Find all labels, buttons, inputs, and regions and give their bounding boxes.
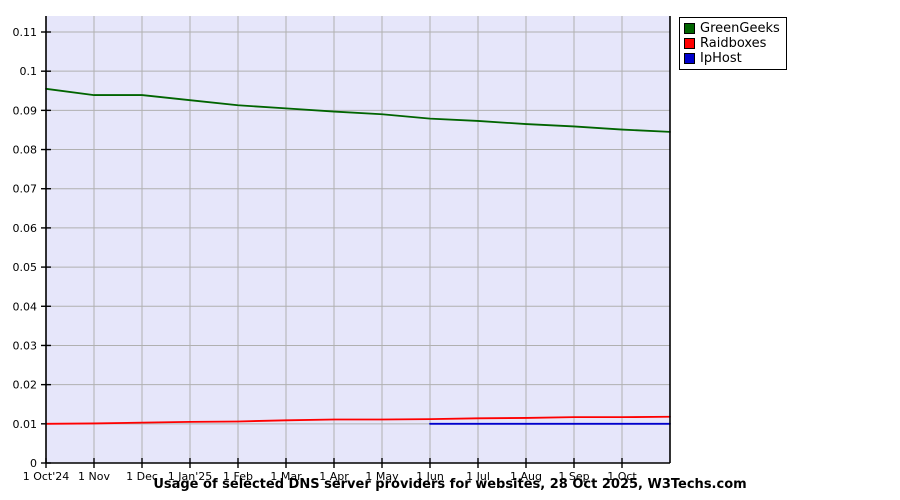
y-tick-label: 0.07: [13, 183, 38, 196]
x-tick-label: 1 Oct'24: [23, 470, 70, 483]
x-tick-label: 1 Jun: [416, 470, 444, 483]
plot-background: [46, 16, 670, 463]
legend-item-raidboxes: Raidboxes: [684, 36, 780, 51]
x-tick-label: 1 Apr: [319, 470, 349, 483]
y-tick-label: 0.01: [13, 418, 38, 431]
x-tick-label: 1 Aug: [510, 470, 542, 483]
legend-swatch-greengeeks: [684, 23, 695, 34]
x-axis-ticks: 1 Oct'24 1 Nov 1 Dec 1 Jan'25 1 Feb 1 Mar 1 Ap…: [23, 458, 637, 483]
y-gridlines: [46, 31, 670, 425]
legend-item-greengeeks: GreenGeeks: [684, 21, 780, 36]
data-series-layer: [45, 87, 671, 425]
x-tick-label: 1 Jan'25: [168, 470, 212, 483]
legend-label-raidboxes: Raidboxes: [700, 36, 767, 51]
legend-label-greengeeks: GreenGeeks: [700, 21, 780, 36]
y-tick-label: 0.03: [13, 339, 38, 352]
chart-legend: GreenGeeks Raidboxes IpHost: [679, 17, 787, 70]
legend-swatch-iphost: [684, 53, 695, 64]
y-tick-label: 0.1: [20, 65, 38, 78]
y-tick-label: 0: [30, 457, 37, 470]
chart-caption: Usage of selected DNS server providers f…: [153, 477, 747, 492]
y-tick-label: 0.05: [13, 261, 38, 274]
x-tick-label: 1 Nov: [78, 470, 110, 483]
x-tick-label: 1 Sep: [558, 470, 589, 483]
legend-item-iphost: IpHost: [684, 51, 780, 66]
y-tick-label: 0.04: [13, 300, 38, 313]
x-tick-label: 1 Oct: [607, 470, 637, 483]
y-tick-label: 0.11: [13, 26, 38, 39]
x-tick-label: 1 Mar: [270, 470, 302, 483]
x-tick-label: 1 Feb: [223, 470, 253, 483]
series-line-raidboxes: [45, 415, 671, 425]
series-line-greengeeks: [45, 87, 671, 133]
legend-swatch-raidboxes: [684, 38, 695, 49]
x-tick-label: 1 Dec: [126, 470, 158, 483]
x-tick-label: 1 May: [365, 470, 399, 483]
y-tick-label: 0.02: [13, 379, 38, 392]
legend-label-iphost: IpHost: [700, 51, 742, 66]
y-tick-label: 0.09: [13, 104, 38, 117]
y-tick-label: 0.06: [13, 222, 38, 235]
y-tick-label: 0.08: [13, 144, 38, 157]
y-axis-ticks: 0 0.01 0.02 0.03 0.04 0.05 0.06 0.07 0.08 0.09 0.1…: [13, 26, 51, 470]
x-tick-label: 1 Jul: [466, 470, 490, 483]
x-gridlines: [93, 16, 623, 463]
